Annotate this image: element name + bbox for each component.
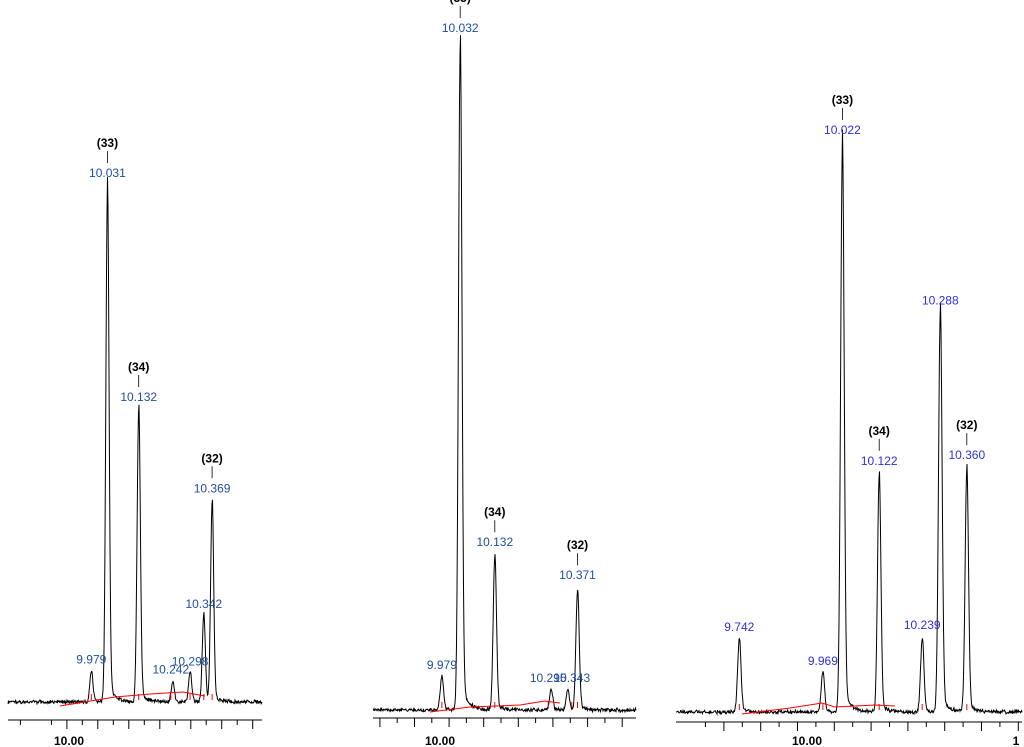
- peak-rt-label: 10.343: [553, 671, 590, 685]
- peak-rt-label: 10.242: [152, 663, 189, 677]
- compound-label: (34): [128, 360, 149, 374]
- x-axis-ticks: [704, 722, 1019, 731]
- peak-rt-label: 10.360: [948, 448, 985, 462]
- peak-rt-label: 9.979: [76, 653, 106, 667]
- x-tick-label: 10.00: [54, 734, 84, 747]
- peak-annotations: 9.742 9.969 10.022 (33) 10.122 (34) 10.239 10.2…: [724, 93, 985, 710]
- integration-baseline: [59, 691, 206, 707]
- x-tick-label: 10.00: [792, 734, 822, 747]
- compound-label: (34): [869, 424, 890, 438]
- chromatogram-trace: [676, 129, 1023, 716]
- peak-rt-label: 10.239: [904, 618, 941, 632]
- peak-rt-label: 10.288: [922, 293, 959, 307]
- peak-rt-label: 10.132: [476, 535, 513, 549]
- peak-rt-label: 10.022: [824, 123, 861, 137]
- integration-baseline: [741, 702, 896, 715]
- x-axis-ticks: [379, 718, 623, 727]
- peak-rt-label: 9.969: [808, 654, 838, 668]
- compound-label: (33): [450, 0, 471, 5]
- peak-rt-label: 10.032: [442, 21, 479, 35]
- peak-rt-label: 9.979: [427, 658, 457, 672]
- peak-rt-label: 9.742: [724, 620, 754, 634]
- x-axis-ticks: [19, 720, 254, 729]
- chromatogram-trace: [7, 176, 263, 706]
- peak-rt-label: 10.295: [530, 671, 567, 685]
- x-tick-label: 1: [1013, 734, 1020, 747]
- compound-label: (32): [201, 451, 222, 465]
- peak-rt-label: 10.298: [172, 655, 209, 669]
- compound-label: (32): [567, 538, 588, 552]
- compound-label: (34): [484, 505, 505, 519]
- compound-label: (33): [97, 136, 118, 150]
- peak-rt-label: 10.371: [559, 568, 596, 582]
- peak-rt-label: 10.342: [185, 597, 222, 611]
- compound-label: (33): [832, 93, 853, 107]
- chromatogram-trace: [372, 35, 637, 714]
- compound-label: (32): [956, 418, 977, 432]
- integration-baseline: [429, 700, 561, 713]
- peak-rt-label: 10.031: [89, 166, 126, 180]
- peak-rt-label: 10.122: [861, 454, 898, 468]
- peak-rt-label: 10.369: [194, 481, 231, 495]
- peak-rt-label: 10.132: [120, 390, 157, 404]
- x-tick-label: 10.00: [425, 734, 455, 747]
- chromatogram-panel-right: 9.742 9.969 10.022 (33) 10.122 (34) 10.239 10.2…: [676, 93, 1023, 747]
